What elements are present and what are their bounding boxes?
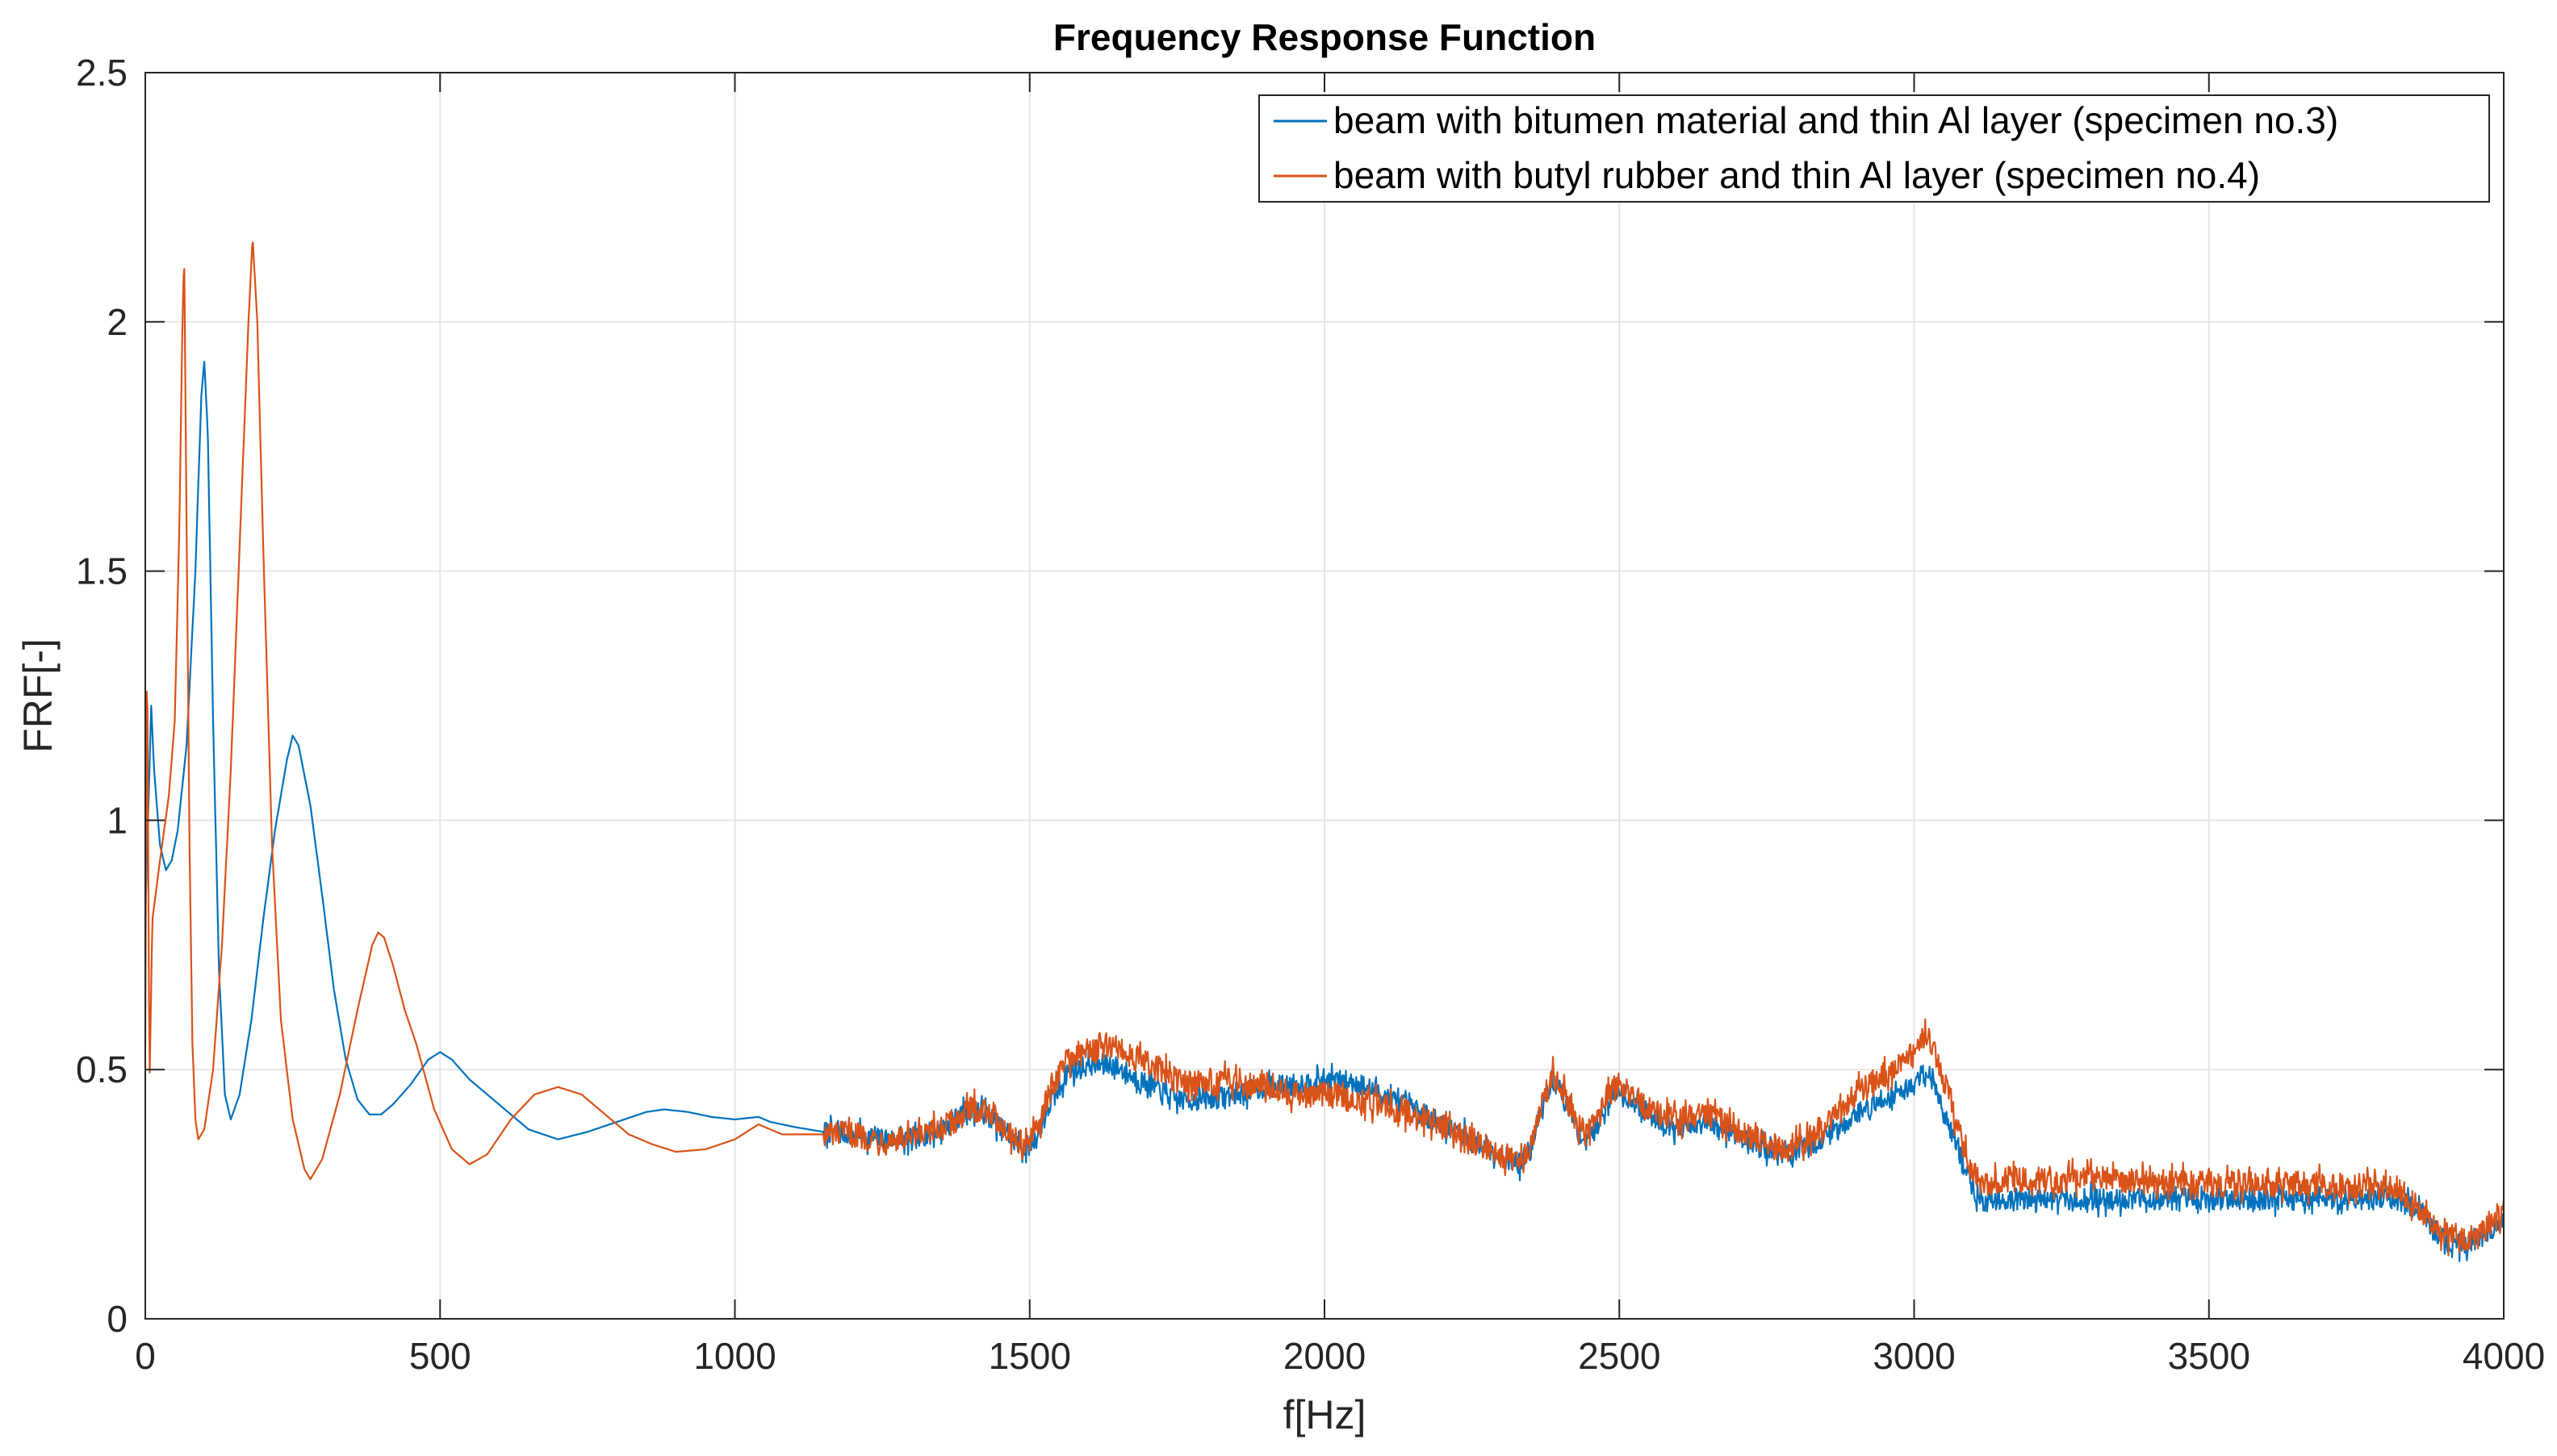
- x-tick-labels: 0 500 1000 1500 2000 2500 3000 3500 4000: [135, 1335, 2545, 1377]
- x-tick-label: 2500: [1578, 1335, 1660, 1377]
- legend: beam with bitumen material and thin Al l…: [1258, 94, 2490, 203]
- x-tick-label: 3000: [1873, 1335, 1955, 1377]
- x-axis-label: f[Hz]: [1283, 1392, 1366, 1437]
- x-tick-label: 4000: [2463, 1335, 2545, 1377]
- x-tick-label: 3500: [2168, 1335, 2250, 1377]
- x-tick-label: 1500: [989, 1335, 1071, 1377]
- y-tick-label: 0: [107, 1298, 128, 1340]
- legend-label-specimen-4: beam with butyl rubber and thin Al layer…: [1333, 154, 2260, 196]
- legend-label-specimen-3: beam with bitumen material and thin Al l…: [1333, 99, 2338, 141]
- y-axis-label: FRF[-]: [15, 638, 61, 753]
- x-tick-label: 500: [409, 1335, 471, 1377]
- y-tick-label: 1.5: [76, 550, 128, 592]
- y-tick-label: 1: [107, 799, 128, 841]
- chart-title: Frequency Response Function: [1053, 16, 1596, 58]
- y-tick-labels: 0 0.5 1 1.5 2 2.5: [76, 52, 128, 1340]
- x-tick-label: 2000: [1283, 1335, 1366, 1377]
- tick-marks: [144, 72, 2505, 1320]
- legend-box: [1258, 94, 2490, 203]
- x-tick-label: 1000: [693, 1335, 776, 1377]
- x-tick-label: 0: [135, 1335, 156, 1377]
- y-tick-label: 2.5: [76, 52, 128, 94]
- series-line-2: [144, 241, 2505, 1257]
- y-tick-label: 0.5: [76, 1048, 128, 1090]
- series-layer: [144, 241, 2505, 1262]
- y-tick-label: 2: [107, 301, 128, 343]
